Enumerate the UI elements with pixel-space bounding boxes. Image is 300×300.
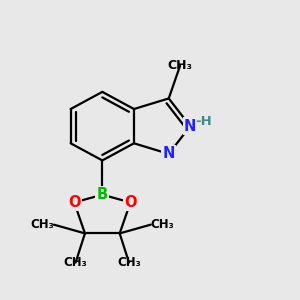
Text: CH₃: CH₃ (151, 218, 175, 231)
Text: CH₃: CH₃ (117, 256, 141, 269)
Text: CH₃: CH₃ (30, 218, 54, 231)
Text: N: N (184, 119, 197, 134)
Text: O: O (68, 195, 80, 210)
Text: O: O (124, 195, 137, 210)
Text: B: B (97, 187, 108, 202)
Text: -H: -H (195, 116, 212, 128)
Text: N: N (163, 146, 175, 161)
Text: CH₃: CH₃ (167, 59, 193, 72)
Text: CH₃: CH₃ (64, 256, 88, 269)
